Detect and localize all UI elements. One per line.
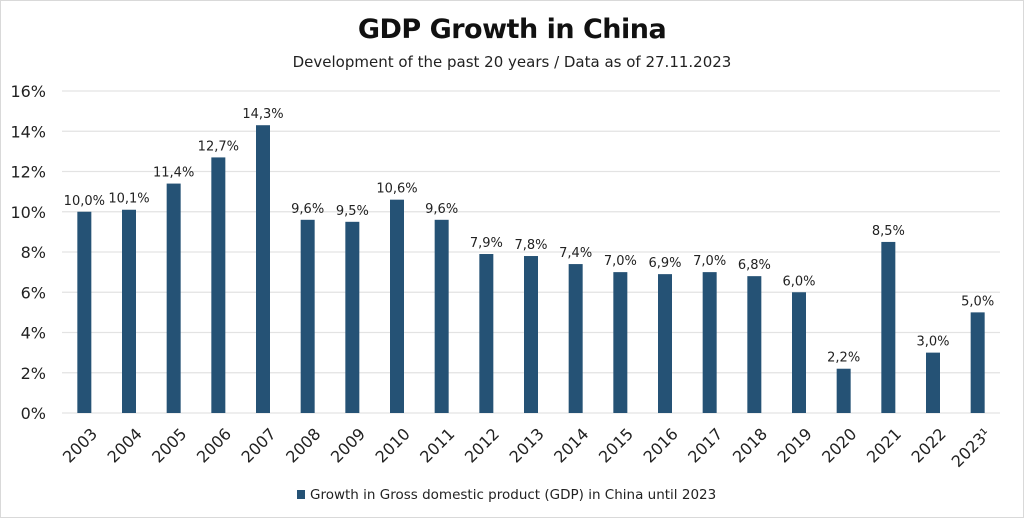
data-label: 11,4% (153, 166, 194, 181)
x-tick-label: 2006 (193, 424, 235, 466)
x-tick-label: 2009 (327, 424, 369, 466)
bar (613, 272, 628, 413)
bar (390, 199, 404, 413)
bar (256, 125, 270, 414)
data-label: 12,7% (198, 139, 239, 154)
data-label: 10,6% (376, 182, 417, 197)
chart-title: GDP Growth in China (357, 14, 667, 45)
bar (702, 272, 717, 413)
bar (524, 256, 538, 413)
data-label: 7,9% (470, 236, 503, 251)
bar (479, 254, 494, 413)
x-tick-label: 2013 (506, 424, 548, 466)
y-axis: 0% 2% 4% 6% 8% 10% 12% 14% 16% (10, 82, 46, 423)
x-tick-label: 2008 (282, 424, 324, 466)
data-label: 8,5% (872, 224, 905, 239)
bar (122, 209, 136, 413)
y-tick-label: 16% (10, 82, 46, 101)
bar (300, 219, 315, 413)
data-label: 6,0% (782, 274, 815, 289)
x-tick-label: 2005 (148, 424, 190, 466)
bar (881, 241, 896, 413)
bar (658, 274, 672, 413)
legend: Growth in Gross domestic product (GDP) i… (297, 487, 716, 503)
data-label: 7,4% (559, 246, 592, 261)
y-tick-label: 4% (21, 324, 46, 343)
x-tick-label: 2007 (238, 424, 280, 466)
x-tick-label: 2010 (372, 424, 414, 466)
x-tick-label: 2015 (595, 424, 637, 466)
y-tick-label: 8% (21, 243, 46, 262)
bar (926, 352, 940, 413)
data-label: 6,9% (648, 256, 681, 271)
x-tick-label: 2011 (416, 424, 458, 466)
x-tick-label: 2023¹ (948, 424, 995, 471)
data-label: 9,5% (336, 204, 369, 219)
bar (77, 211, 92, 413)
data-label: 14,3% (242, 107, 283, 122)
legend-swatch (297, 490, 305, 499)
data-label: 9,6% (291, 202, 324, 217)
data-label: 5,0% (961, 294, 994, 309)
bar (434, 219, 449, 413)
y-tick-label: 0% (21, 404, 46, 423)
data-label: 7,0% (604, 254, 637, 269)
data-label: 7,0% (693, 254, 726, 269)
x-tick-label: 2014 (550, 424, 592, 466)
data-label: 3,0% (916, 335, 949, 350)
data-label: 10,1% (108, 192, 149, 207)
bar (345, 221, 360, 413)
bar (792, 292, 806, 413)
y-tick-label: 6% (21, 283, 46, 302)
bar (211, 157, 226, 413)
x-tick-label: 2020 (818, 424, 860, 466)
data-label: 7,8% (514, 238, 547, 253)
data-label: 9,6% (425, 202, 458, 217)
x-tick-label: 2004 (104, 424, 146, 466)
legend-label: Growth in Gross domestic product (GDP) i… (310, 487, 716, 503)
x-axis: 2003 2004 2005 2006 2007 2008 2009 2010 2011 2012… (59, 424, 995, 471)
y-tick-label: 2% (21, 364, 46, 383)
y-tick-label: 12% (10, 163, 46, 182)
data-label: 2,2% (827, 351, 860, 366)
y-tick-label: 10% (10, 203, 46, 222)
bar (747, 276, 762, 413)
chart-subtitle: Development of the past 20 years / Data … (292, 53, 732, 71)
x-tick-label: 2021 (863, 424, 905, 466)
x-tick-label: 2016 (640, 424, 682, 466)
y-tick-label: 14% (10, 122, 46, 141)
x-tick-label: 2017 (684, 424, 726, 466)
data-label: 6,8% (738, 258, 771, 273)
x-tick-label: 2018 (729, 424, 771, 466)
bar (568, 264, 583, 413)
x-tick-label: 2019 (774, 424, 816, 466)
x-tick-label: 2012 (461, 424, 503, 466)
data-labels: 10,0% 10,1% 11,4% 12,7% 14,3% 9,6% 9,5% 10,6% 9,… (64, 107, 995, 366)
x-tick-label: 2022 (908, 424, 950, 466)
bars (77, 125, 985, 414)
bar (970, 312, 985, 413)
x-tick-label: 2003 (59, 424, 101, 466)
bar (836, 368, 851, 413)
data-label: 10,0% (64, 194, 105, 209)
bar (166, 183, 181, 413)
